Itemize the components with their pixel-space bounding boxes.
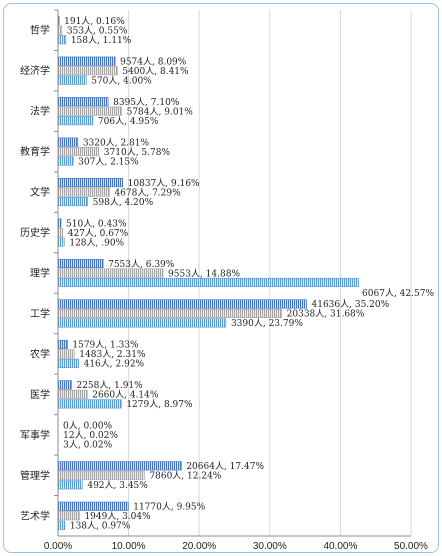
data-label: 3人, 0.02% <box>63 440 112 451</box>
data-label: 307人, 2.15% <box>78 156 139 167</box>
data-label: 492人, 3.45% <box>87 480 148 491</box>
bar-chart: 0.00% 10.00% 20.00% 30.00% 40.00% 50.00% 哲学 19… <box>20 9 434 552</box>
category-label: 农学 <box>30 347 50 360</box>
bar <box>57 97 109 107</box>
bar <box>57 318 227 328</box>
bar <box>57 237 65 247</box>
data-label: 2258人, 1.91% <box>76 380 143 391</box>
category-label: 医学 <box>30 388 50 401</box>
data-label: 416人, 2.92% <box>84 359 145 370</box>
data-label: 510人, 0.43% <box>66 218 127 229</box>
bar <box>57 106 122 116</box>
data-label: 9574人, 8.09% <box>120 56 187 67</box>
data-label: 706人, 4.95% <box>98 116 159 127</box>
data-label: 5784人, 9.01% <box>127 106 194 117</box>
category-label: 管理学 <box>20 469 50 482</box>
data-label: 570人, 4.00% <box>91 75 152 86</box>
x-tick-label: 20.00% <box>182 541 216 552</box>
data-label: 20338人, 31.68% <box>287 309 365 320</box>
bar <box>57 349 75 359</box>
category-label: 理学 <box>30 267 50 280</box>
bar <box>57 470 145 480</box>
bar <box>57 358 79 368</box>
bar <box>57 268 164 278</box>
x-tick-label: 50.00% <box>394 541 428 552</box>
data-label: 9553人, 14.88% <box>168 268 240 279</box>
category-label: 工学 <box>30 307 50 320</box>
data-label: 138人, 0.97% <box>70 521 131 532</box>
bar <box>57 187 110 197</box>
data-label: 12人, 0.02% <box>63 430 118 441</box>
data-label: 353人, 0.55% <box>67 25 128 36</box>
data-label: 1279人, 8.97% <box>126 399 193 410</box>
bar <box>57 35 67 45</box>
gridlines <box>128 10 412 536</box>
data-label: 3390人, 23.79% <box>231 318 303 329</box>
labels: 哲学 191人, 0.16%353人, 0.55%158人, 1.11% 经济学 95… <box>20 16 434 532</box>
bar <box>57 277 359 288</box>
data-label: 6067人, 42.57% <box>362 288 434 299</box>
bar <box>57 511 80 521</box>
bar <box>57 156 74 166</box>
data-label: 4678人, 7.29% <box>114 187 181 198</box>
category-label: 历史学 <box>20 226 50 239</box>
bar <box>57 299 307 309</box>
bar <box>57 116 94 126</box>
data-label: 158人, 1.11% <box>71 35 132 46</box>
bar <box>57 308 282 319</box>
data-label: 2660人, 4.14% <box>92 390 159 401</box>
data-label: 8395人, 7.10% <box>113 97 180 108</box>
bar <box>57 389 88 399</box>
data-label: 598人, 4.20% <box>93 197 154 208</box>
bar <box>57 197 88 207</box>
category-label: 文学 <box>30 186 50 199</box>
bar <box>57 480 83 490</box>
data-label: 10837人, 9.16% <box>128 178 200 189</box>
data-label: 5400人, 8.41% <box>122 66 189 77</box>
bar <box>57 258 104 269</box>
data-label: 20664人, 17.47% <box>186 461 264 472</box>
category-label: 法学 <box>30 105 50 118</box>
category-label: 军事学 <box>20 428 50 441</box>
bar <box>57 178 123 188</box>
bar <box>57 25 63 35</box>
data-label: 7860人, 12.24% <box>149 471 221 482</box>
data-label: 1949人, 3.04% <box>84 511 151 522</box>
category-label: 教育学 <box>20 145 50 158</box>
data-label: 427人, 0.67% <box>68 228 129 239</box>
data-label: 3320人, 2.81% <box>83 137 150 148</box>
data-label: 1579人, 1.33% <box>72 340 139 351</box>
chart-frame: 0.00% 10.00% 20.00% 30.00% 40.00% 50.00% 哲学 19… <box>3 3 439 553</box>
data-label: 11770人, 9.95% <box>133 502 205 513</box>
bar <box>57 75 87 85</box>
category-label: 艺术学 <box>20 509 50 522</box>
data-label: 128人, .90% <box>69 237 124 248</box>
bar <box>57 147 100 157</box>
data-label: 41636人, 35.20% <box>312 299 390 310</box>
bar <box>57 66 118 76</box>
bar <box>57 137 79 147</box>
data-label: 1483人, 2.31% <box>79 349 146 360</box>
data-label: 7553人, 6.39% <box>108 259 175 270</box>
data-label: 0人, 0.00% <box>63 421 112 432</box>
x-tick-label: 10.00% <box>112 541 146 552</box>
x-tick-label: 40.00% <box>323 541 357 552</box>
category-label: 哲学 <box>30 24 50 37</box>
axes: 0.00% 10.00% 20.00% 30.00% 40.00% 50.00% <box>44 9 428 552</box>
bar <box>57 461 182 471</box>
bar <box>57 399 122 409</box>
bar <box>57 520 66 530</box>
bar <box>57 56 116 66</box>
x-tick-label: 0.00% <box>44 541 72 552</box>
bar <box>57 227 64 238</box>
bar <box>57 339 68 349</box>
data-label: 191人, 0.16% <box>64 16 125 27</box>
bar <box>57 501 129 511</box>
data-label: 3710人, 5.78% <box>104 147 171 158</box>
x-tick-label: 30.00% <box>253 541 287 552</box>
category-label: 经济学 <box>20 64 50 77</box>
bar <box>57 380 72 390</box>
